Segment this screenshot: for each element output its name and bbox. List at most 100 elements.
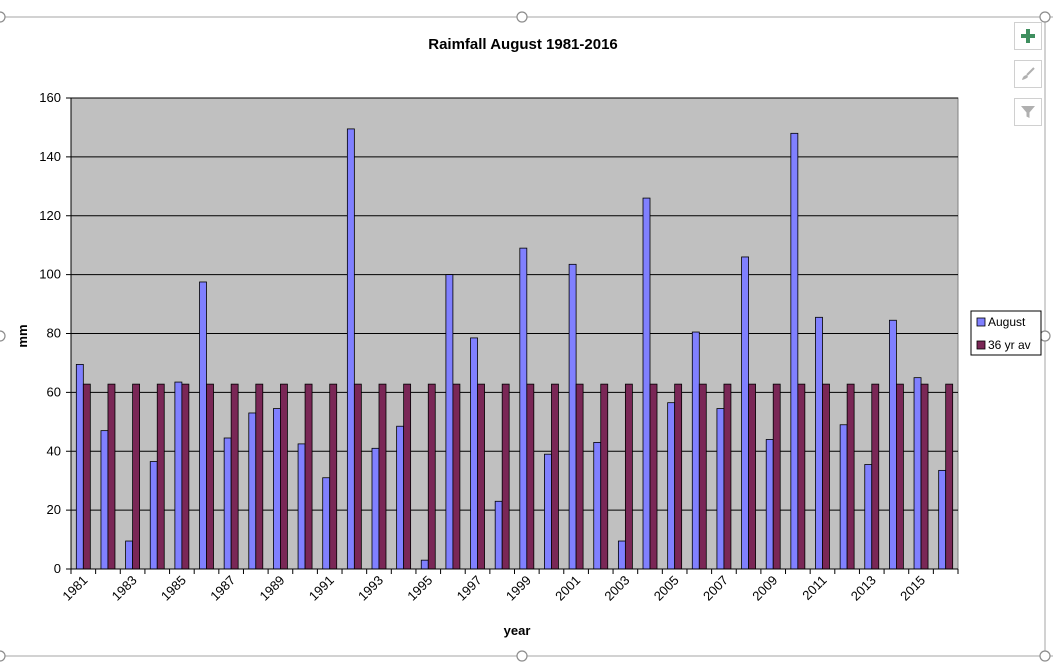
- x-tick-label: 2013: [848, 573, 879, 604]
- bar-august-1986[interactable]: [199, 281, 207, 570]
- bar-august-1983[interactable]: [125, 540, 133, 570]
- bar-august-2005[interactable]: [667, 402, 676, 570]
- bar-average-1992[interactable]: [353, 383, 362, 570]
- bar-average-1988[interactable]: [255, 383, 264, 570]
- x-axis[interactable]: 1981 1983 1985 1987 1989 1991 1993 1995 1997 1999…: [59, 568, 959, 604]
- bar-average-2016[interactable]: [945, 383, 954, 570]
- legend-swatch-average: [976, 340, 986, 350]
- bar-average-2001[interactable]: [575, 383, 584, 570]
- legend-label-average: 36 yr av: [988, 338, 1031, 352]
- bar-august-2004[interactable]: [642, 197, 651, 570]
- bar-average-1995[interactable]: [427, 383, 436, 570]
- bar-average-2005[interactable]: [674, 383, 683, 570]
- bar-august-1981[interactable]: [75, 364, 84, 570]
- bar-august-2007[interactable]: [716, 408, 725, 570]
- bar-average-2002[interactable]: [600, 383, 609, 570]
- resize-handle-bottom[interactable]: [516, 650, 528, 662]
- bar-average-1984[interactable]: [156, 383, 165, 570]
- bar-average-1994[interactable]: [403, 383, 412, 570]
- bar-august-2011[interactable]: [815, 316, 823, 570]
- x-tick-label: 1995: [404, 573, 435, 604]
- bar-average-1983[interactable]: [132, 383, 141, 570]
- bar-average-1990[interactable]: [304, 383, 313, 570]
- bar-average-2010[interactable]: [797, 383, 806, 570]
- x-tick-label: 2007: [700, 573, 731, 604]
- x-axis-title[interactable]: year: [504, 623, 531, 638]
- bar-average-2009[interactable]: [772, 383, 781, 570]
- bar-average-2012[interactable]: [846, 383, 855, 570]
- bar-august-2008[interactable]: [741, 256, 749, 570]
- y-axis-title[interactable]: mm: [15, 324, 30, 347]
- bar-august-1999[interactable]: [519, 247, 528, 570]
- bar-august-1984[interactable]: [149, 461, 158, 570]
- bar-august-2006[interactable]: [691, 331, 700, 570]
- bar-average-2015[interactable]: [920, 383, 929, 570]
- bar-august-2013[interactable]: [864, 464, 873, 570]
- y-axis[interactable]: 0 20 40 60 80 100 120 140 160: [39, 90, 72, 576]
- bar-august-2001[interactable]: [568, 263, 577, 570]
- chart-styles-button[interactable]: [1014, 60, 1042, 88]
- bar-august-2012[interactable]: [839, 424, 848, 570]
- bar-average-1989[interactable]: [280, 383, 288, 570]
- bar-average-2008[interactable]: [748, 383, 756, 570]
- bar-average-1987[interactable]: [230, 383, 239, 570]
- bar-august-2002[interactable]: [593, 442, 602, 570]
- bar-august-1998[interactable]: [494, 500, 503, 570]
- bar-average-2011[interactable]: [822, 383, 830, 570]
- resize-handle-top-right[interactable]: [1039, 11, 1051, 23]
- bar-august-2016[interactable]: [938, 469, 947, 570]
- bar-august-1982[interactable]: [100, 430, 109, 570]
- bar-average-1981[interactable]: [82, 383, 91, 570]
- bar-august-1992[interactable]: [346, 128, 355, 570]
- chart-elements-button[interactable]: [1014, 22, 1042, 50]
- resize-handle-top[interactable]: [516, 11, 528, 23]
- bar-average-2006[interactable]: [698, 383, 707, 570]
- bar-august-1990[interactable]: [297, 443, 306, 570]
- bar-august-1987[interactable]: [223, 437, 232, 570]
- chart-filters-button[interactable]: [1014, 98, 1042, 126]
- bar-august-2014[interactable]: [889, 319, 897, 570]
- chart-selection-frame: [0, 11, 1053, 662]
- bar-average-1986[interactable]: [206, 383, 214, 570]
- bar-average-1999[interactable]: [526, 383, 535, 570]
- bar-august-2000[interactable]: [544, 453, 552, 570]
- bar-average-1997[interactable]: [477, 383, 485, 570]
- bar-august-1995[interactable]: [420, 559, 429, 570]
- bar-average-1993[interactable]: [378, 383, 387, 570]
- bar-august-1994[interactable]: [396, 425, 405, 570]
- resize-handle-bottom-right[interactable]: [1039, 650, 1051, 662]
- bar-average-2004[interactable]: [649, 383, 658, 570]
- bar-average-1996[interactable]: [452, 383, 461, 570]
- chart-title[interactable]: Raimfall August 1981-2016: [428, 36, 618, 53]
- bar-august-1991[interactable]: [322, 477, 331, 570]
- resize-handle-top-left[interactable]: [0, 11, 6, 23]
- bar-average-2000[interactable]: [551, 383, 559, 570]
- resize-handle-bottom-left[interactable]: [0, 650, 6, 662]
- legend[interactable]: August 36 yr av: [970, 310, 1042, 356]
- x-tick-label: 2015: [897, 573, 928, 604]
- bar-august-1988[interactable]: [248, 412, 257, 570]
- bar-average-1991[interactable]: [329, 383, 338, 570]
- x-tick-label: 1981: [59, 573, 90, 604]
- bar-average-2013[interactable]: [871, 383, 880, 570]
- x-tick-label: 2011: [799, 573, 829, 603]
- bar-average-1982[interactable]: [107, 383, 116, 570]
- bar-august-1985[interactable]: [174, 381, 183, 570]
- bar-august-1997[interactable]: [470, 337, 478, 570]
- bar-august-2009[interactable]: [765, 439, 774, 570]
- bar-average-1998[interactable]: [501, 383, 510, 570]
- bar-august-1989[interactable]: [273, 408, 281, 570]
- resize-handle-left[interactable]: [0, 330, 6, 342]
- bar-average-2007[interactable]: [723, 383, 732, 570]
- x-tick-label: 2005: [651, 573, 682, 604]
- bar-august-2003[interactable]: [617, 540, 626, 570]
- x-tick-label: 2009: [749, 573, 780, 604]
- bar-average-1985[interactable]: [181, 383, 190, 570]
- bar-august-1996[interactable]: [445, 274, 454, 570]
- bar-average-2003[interactable]: [624, 383, 633, 570]
- bar-august-1993[interactable]: [371, 447, 380, 570]
- bar-august-2010[interactable]: [790, 132, 799, 570]
- bar-august-2015[interactable]: [913, 377, 922, 570]
- bar-average-2014[interactable]: [896, 383, 904, 570]
